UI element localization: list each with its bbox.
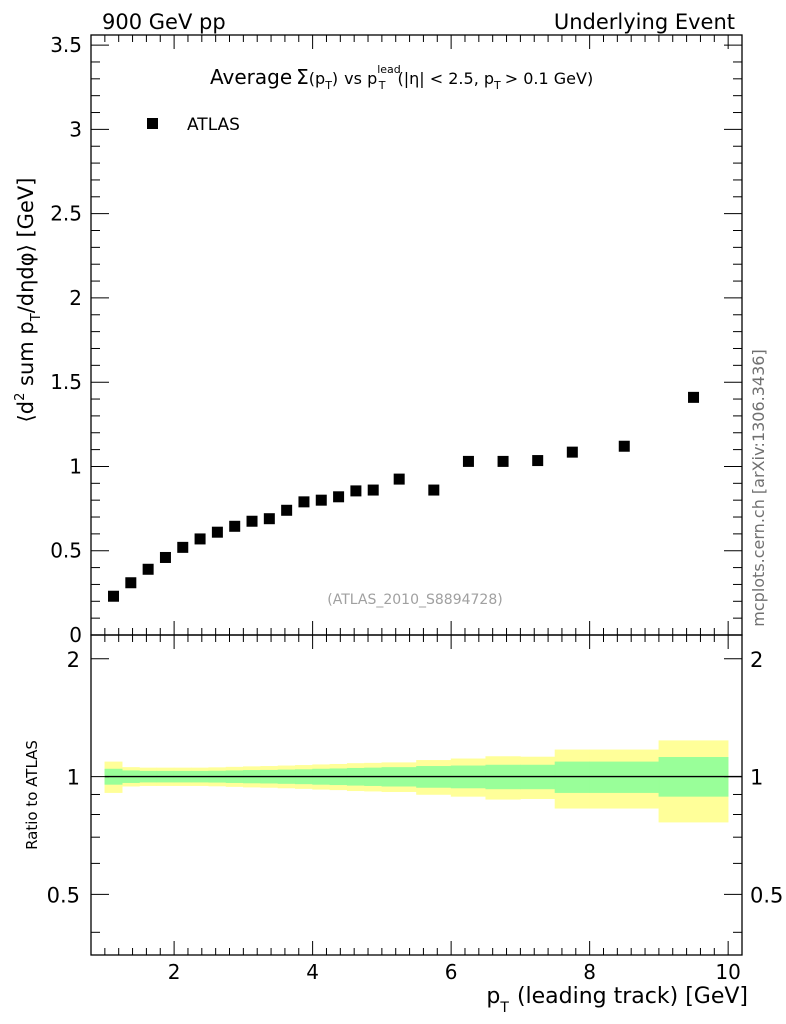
data-point-atlas bbox=[263, 513, 275, 525]
x-tick-label: 2 bbox=[168, 960, 181, 984]
y-tick-label: 0 bbox=[69, 623, 82, 647]
data-point-atlas bbox=[333, 491, 345, 503]
ratio-y-axis-label: Ratio to ATLAS bbox=[23, 740, 41, 850]
data-point-atlas bbox=[246, 515, 258, 527]
x-tick-labels: 2 4 6 8 10 bbox=[168, 960, 741, 984]
data-point-atlas bbox=[618, 440, 630, 452]
ratio-uncertainty-bands bbox=[104, 740, 729, 823]
data-point-atlas bbox=[211, 526, 223, 538]
data-point-atlas bbox=[497, 455, 509, 467]
x-tick-label: 4 bbox=[306, 960, 319, 984]
data-point-atlas bbox=[462, 455, 474, 467]
data-point-atlas bbox=[350, 485, 362, 497]
source-side-label: mcplots.cern.ch [arXiv:1306.3436] bbox=[749, 349, 768, 626]
plot-title: Average Σ(pT) vs plead T (|η| < 2.5, pT > 0.1… bbox=[210, 63, 593, 92]
data-point-atlas bbox=[194, 533, 206, 545]
ratio-plot-frame bbox=[90, 634, 743, 956]
legend-label-atlas: ATLAS bbox=[187, 115, 240, 135]
y-tick-label: 3.5 bbox=[50, 33, 82, 57]
ratio-axis-ticks bbox=[90, 635, 743, 955]
x-tick-label: 10 bbox=[715, 960, 740, 984]
y-tick-label: 3 bbox=[69, 117, 82, 141]
data-point-atlas bbox=[125, 577, 137, 589]
ratio-band-stat bbox=[554, 761, 590, 793]
data-point-atlas bbox=[281, 504, 293, 516]
x-tick-label: 6 bbox=[445, 960, 458, 984]
analysis-label: Underlying Event bbox=[554, 10, 735, 34]
ratio-y-tick-label-left: 1 bbox=[67, 766, 80, 790]
data-point-atlas bbox=[393, 473, 405, 485]
y-tick-label: 2 bbox=[69, 286, 82, 310]
main-data-points bbox=[108, 391, 700, 602]
y-tick-label: 2.5 bbox=[50, 202, 82, 226]
legend-marker-atlas bbox=[147, 118, 158, 129]
ratio-y-tick-label-right: 2 bbox=[750, 648, 763, 672]
data-point-atlas bbox=[159, 551, 171, 563]
ratio-y-tick-label-right: 1 bbox=[750, 766, 763, 790]
ratio-band-stat bbox=[589, 761, 660, 793]
x-axis-label: pT (leading track) [GeV] bbox=[486, 984, 748, 1016]
main-y-tick-labels: 0 0.5 1 1.5 2 2.5 3 3.5 bbox=[50, 33, 82, 647]
x-tick-label: 8 bbox=[583, 960, 596, 984]
data-point-atlas bbox=[566, 446, 578, 458]
data-point-atlas bbox=[367, 484, 379, 496]
data-point-atlas bbox=[315, 494, 327, 506]
data-point-atlas bbox=[177, 541, 189, 553]
data-point-atlas bbox=[298, 496, 310, 508]
ratio-y-tick-labels: 0.5 0.5 1 1 2 2 bbox=[47, 648, 784, 908]
y-tick-label: 0.5 bbox=[50, 539, 82, 563]
ratio-y-tick-label-right: 0.5 bbox=[750, 883, 783, 907]
analysis-id-watermark: (ATLAS_2010_S8894728) bbox=[327, 592, 502, 608]
data-point-atlas bbox=[428, 484, 440, 496]
ratio-y-tick-label-left: 2 bbox=[67, 648, 80, 672]
y-tick-label: 1 bbox=[69, 454, 82, 478]
main-axis-ticks bbox=[90, 35, 743, 636]
data-point-atlas bbox=[108, 590, 120, 602]
data-point-atlas bbox=[142, 563, 154, 575]
ratio-y-tick-label-left: 0.5 bbox=[47, 883, 80, 907]
data-point-atlas bbox=[229, 520, 241, 532]
y-tick-label: 1.5 bbox=[50, 370, 82, 394]
data-point-atlas bbox=[532, 455, 544, 467]
energy-label: 900 GeV pp bbox=[102, 10, 226, 34]
main-y-axis-label: ⟨d2 sum pT/dηdφ⟩ [GeV] bbox=[13, 178, 44, 423]
data-point-atlas bbox=[688, 391, 700, 403]
